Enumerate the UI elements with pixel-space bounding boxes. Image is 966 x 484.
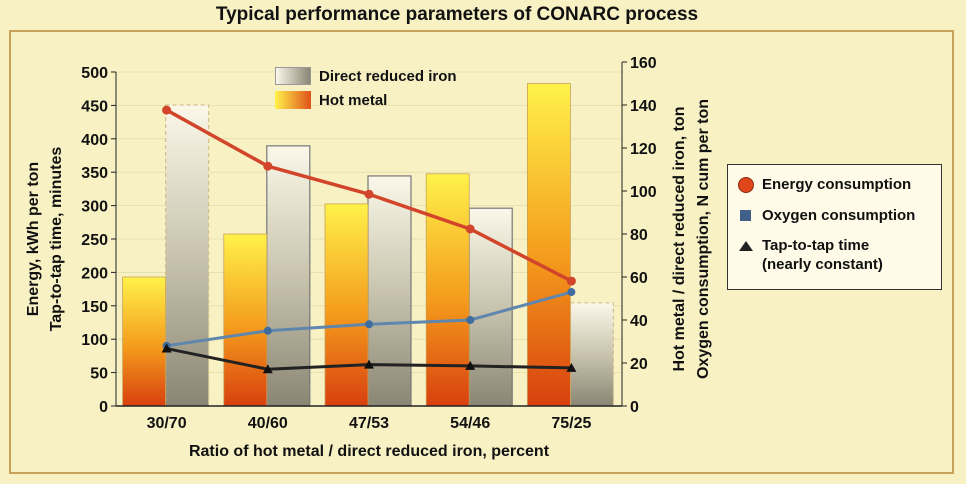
bar-hot-metal <box>425 173 470 407</box>
data-point-tap <box>364 359 374 369</box>
line-legend: Energy consumption Oxygen consumption Ta… <box>727 164 942 290</box>
left-tick-label: 200 <box>81 265 108 282</box>
data-point-oxygen <box>263 326 272 335</box>
x-axis-label: Ratio of hot metal / direct reduced iron… <box>189 443 550 460</box>
legend-label-energy: Energy consumption <box>762 176 912 193</box>
circle-marker-icon <box>738 177 754 193</box>
legend-item-tap: Tap-to-tap time (nearly constant) <box>738 236 883 274</box>
right-tick-label: 160 <box>630 55 657 72</box>
bar-dri <box>569 302 615 407</box>
data-point-tap <box>566 362 577 372</box>
left-tick-label: 350 <box>81 165 108 182</box>
legend-item-energy: Energy consumption <box>738 175 911 194</box>
bar-dri <box>165 104 210 407</box>
right-tick-label: 140 <box>630 98 657 115</box>
data-point-tap <box>262 364 273 374</box>
left-tick-label: 150 <box>81 299 108 316</box>
category-label: 75/25 <box>551 415 591 432</box>
left-tick-label: 500 <box>81 65 108 82</box>
right-tick-label: 60 <box>630 270 648 287</box>
category-label: 40/60 <box>248 415 288 432</box>
axis-labels: Ratio of hot metal / direct reduced iron… <box>25 99 712 460</box>
right-tick-label: 0 <box>630 399 639 416</box>
legend-item-hot-metal: Hot metal <box>275 88 457 112</box>
right-tick-label: 100 <box>630 184 657 201</box>
data-point-energy <box>566 276 576 286</box>
left-tick-label: 300 <box>81 199 108 216</box>
square-marker-icon <box>738 208 754 224</box>
right-axis-label: Hot metal / direct reduced iron, ton <box>671 107 688 372</box>
data-point-tap <box>161 343 172 353</box>
left-tick-label: 250 <box>81 232 108 249</box>
left-axis-label: Energy, kWh per ton <box>25 162 42 316</box>
category-label: 47/53 <box>349 415 389 432</box>
legend-swatch-hot-metal <box>275 91 311 109</box>
left-tick-label: 400 <box>81 132 108 149</box>
bar-hot-metal <box>122 276 166 407</box>
legend-tap-text: Tap-to-tap time (nearly constant) <box>762 236 883 274</box>
right-tick-label: 120 <box>630 141 657 158</box>
bar-dri <box>367 175 412 407</box>
legend-item-dri: Direct reduced iron <box>275 64 457 88</box>
bar-hot-metal <box>527 83 571 407</box>
legend-label-oxygen: Oxygen consumption <box>762 207 916 224</box>
right-axis-label: Oxygen consumption, N cum per ton <box>695 99 712 379</box>
right-tick-label: 40 <box>630 313 648 330</box>
triangle-marker-icon <box>738 238 754 254</box>
right-tick-label: 20 <box>630 356 648 373</box>
left-tick-label: 100 <box>81 332 108 349</box>
legend-label-dri: Direct reduced iron <box>319 67 457 85</box>
left-tick-label: 450 <box>81 98 108 115</box>
tick-labels: 0 50 100 150 200 250 300 350 400 450 500 0 20 40 60 80 1… <box>81 55 657 432</box>
chart-frame <box>9 30 954 474</box>
data-point-energy <box>263 161 273 171</box>
left-axis-label: Tap-to-tap time, minutes <box>48 147 65 332</box>
legend-note-tap: (nearly constant) <box>762 256 883 273</box>
bars <box>122 83 615 407</box>
data-point-oxygen <box>365 320 373 329</box>
data-point-oxygen <box>567 288 576 297</box>
bar-hot-metal <box>223 233 268 407</box>
category-label: 54/46 <box>450 415 490 432</box>
left-tick-label: 0 <box>99 399 108 416</box>
data-point-oxygen <box>466 316 475 324</box>
line-series <box>161 105 577 374</box>
data-point-energy <box>465 224 475 234</box>
bar-hot-metal <box>324 203 369 407</box>
data-point-tap <box>465 360 476 370</box>
chart-title: Typical performance parameters of CONARC… <box>215 4 699 25</box>
bar-legend: Direct reduced iron Hot metal <box>275 64 457 112</box>
legend-swatch-dri <box>275 67 311 85</box>
legend-item-oxygen: Oxygen consumption <box>738 206 915 225</box>
left-tick-label: 50 <box>90 366 108 383</box>
legend-label-hot-metal: Hot metal <box>319 91 388 109</box>
right-tick-label: 80 <box>630 227 648 244</box>
legend-label-tap: Tap-to-tap time <box>762 237 870 254</box>
data-point-energy <box>364 189 374 199</box>
category-label: 30/70 <box>147 415 187 432</box>
data-point-energy <box>162 105 172 115</box>
